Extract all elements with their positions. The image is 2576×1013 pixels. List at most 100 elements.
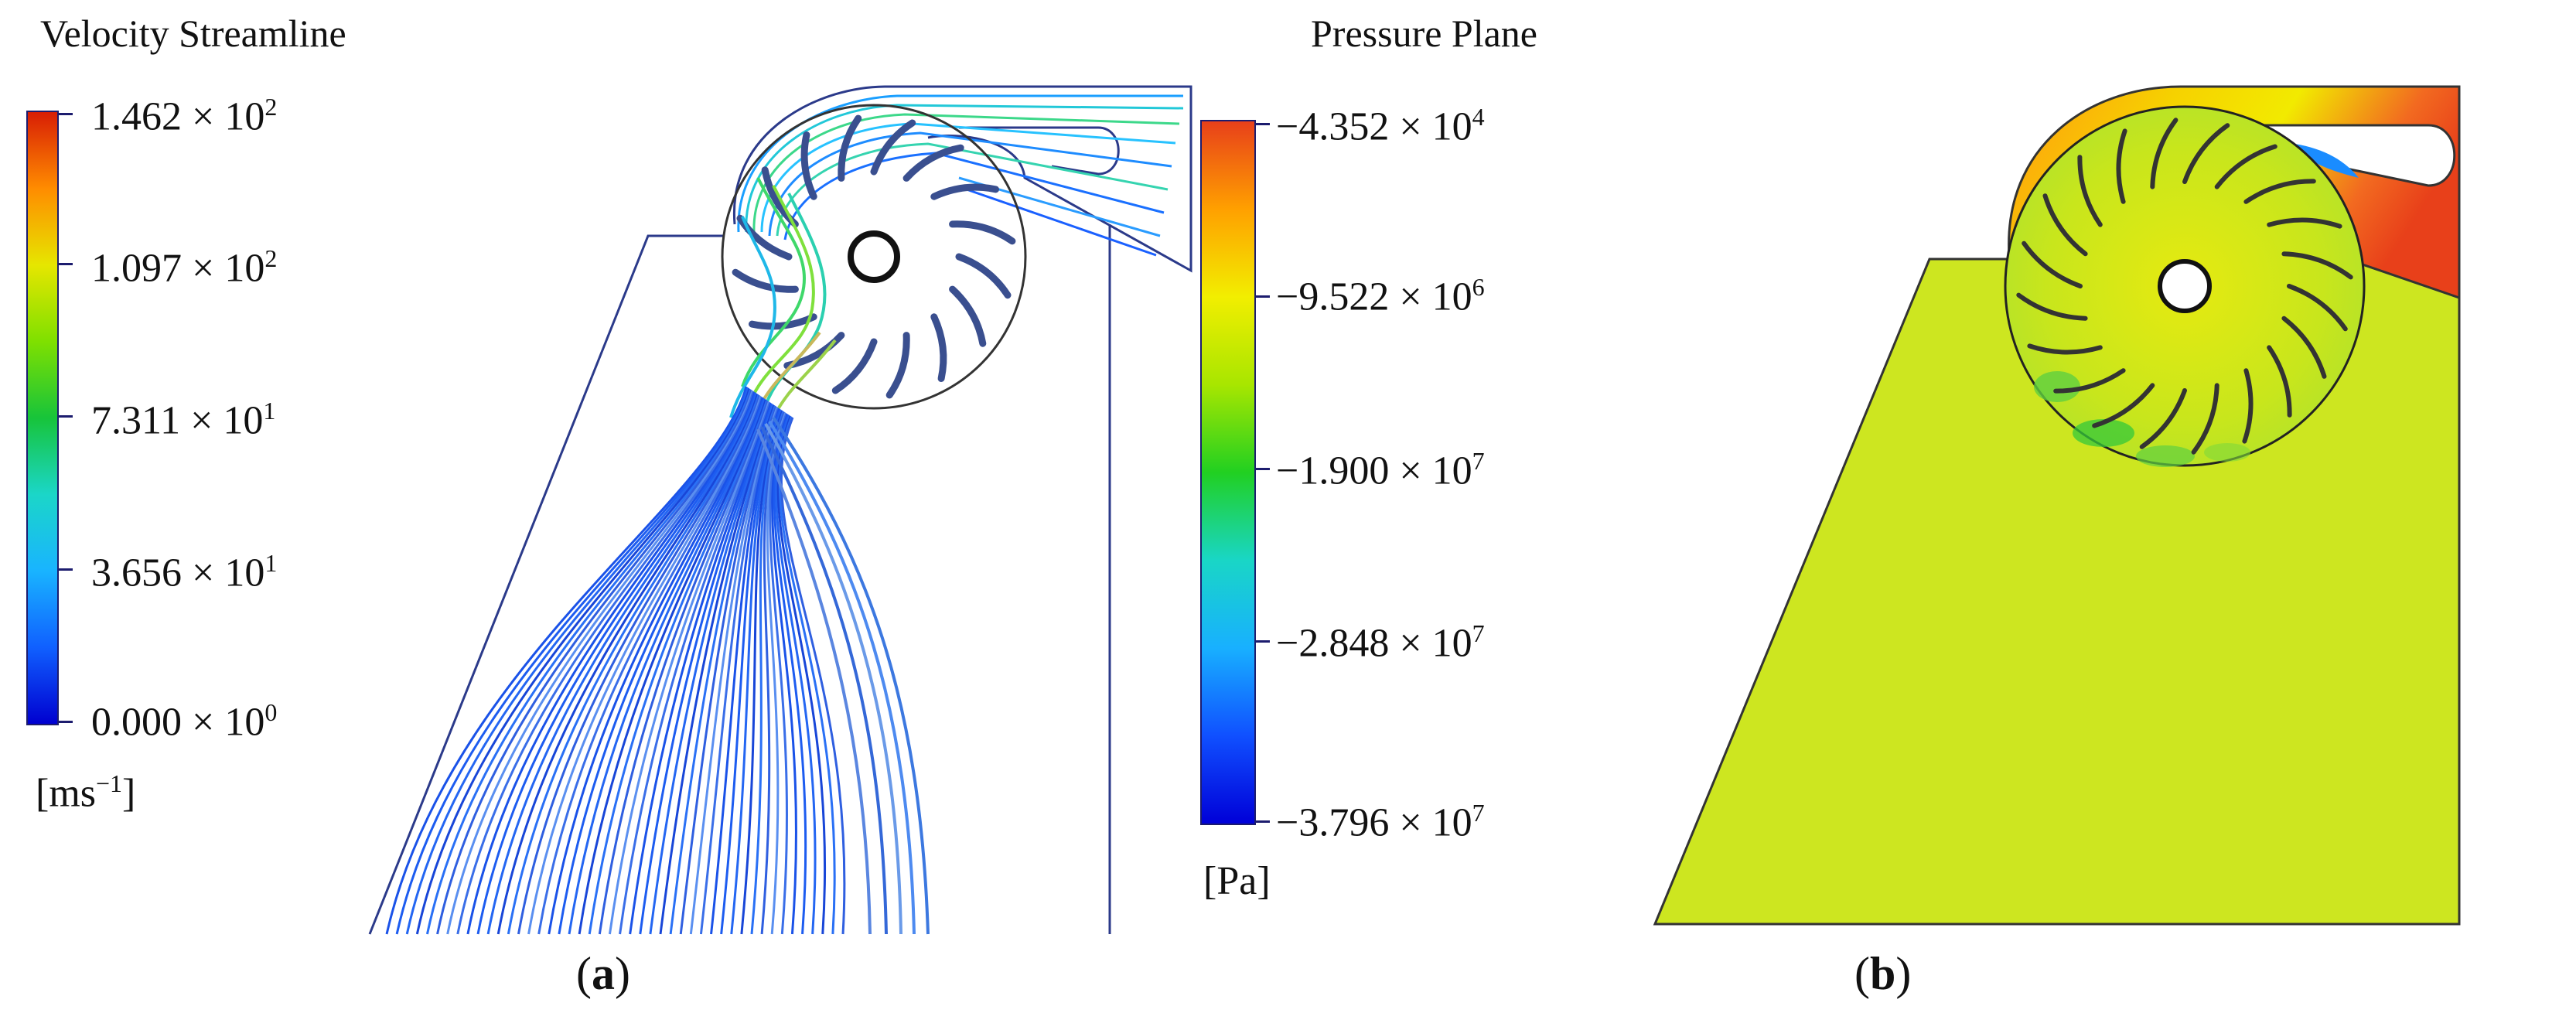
pressure-unit-label: [Pa]: [1203, 859, 1271, 903]
inlet-streamline: [476, 392, 757, 935]
outer-streamlines: [756, 416, 930, 935]
pressure-colorbar: [1200, 120, 1256, 825]
impeller-blade: [870, 119, 916, 176]
impeller-blade: [2267, 345, 2292, 418]
inlet-streamline: [496, 394, 759, 935]
pressure-tick-label: −4.352 × 104: [1276, 103, 1485, 149]
impeller-blade: [2042, 193, 2088, 257]
inlet-streamline: [689, 407, 779, 935]
velocity-colorbar: [26, 111, 59, 725]
velocity-streamline-view: [368, 85, 1192, 935]
pressure-tick-label: −9.522 × 106: [1276, 273, 1485, 319]
velocity-tick-label: 7.311 × 101: [91, 397, 276, 443]
pressure-impeller-blades: [2016, 118, 2353, 455]
velocity-tick-mark: [59, 415, 73, 418]
inlet-streamline: [385, 386, 748, 935]
inlet-streamline: [425, 389, 752, 935]
impeller-blade: [2150, 118, 2179, 189]
impeller-blade: [2116, 128, 2127, 204]
inlet-streamline: [649, 404, 775, 935]
inlet-streamline: [446, 390, 754, 935]
impeller-blade: [800, 131, 817, 200]
pressure-impeller-hub: [2158, 259, 2212, 313]
velocity-tick-mark: [59, 113, 73, 115]
impeller-blade: [2053, 368, 2126, 394]
volute-casing: [732, 85, 1192, 273]
pressure-low-zones: [2034, 371, 2250, 467]
inlet-streamline: [619, 401, 772, 935]
impeller-blade: [732, 268, 799, 293]
inlet-streamline: [548, 397, 764, 935]
inlet-streamline: [527, 396, 763, 935]
inlet-streamline: [775, 414, 817, 935]
pressure-tick-label: −2.848 × 107: [1276, 619, 1485, 666]
impeller-blade: [2281, 315, 2327, 379]
pressure-contour-view: [1653, 85, 2461, 926]
inlet-streamlines: [385, 386, 846, 935]
inlet-streamline: [466, 391, 756, 935]
impeller-blade: [2242, 368, 2254, 444]
impeller-blade: [736, 214, 793, 261]
inlet-streamline: [659, 404, 776, 935]
inlet-streamline: [456, 391, 755, 935]
velocity-tick-label: 1.097 × 102: [91, 244, 278, 291]
inlet-streamline: [710, 408, 781, 935]
panel-b-caption: (b): [1854, 948, 1912, 999]
impeller-blade: [949, 220, 1016, 245]
velocity-tick-label: 1.462 × 102: [91, 93, 278, 139]
inlet-streamline: [405, 387, 750, 935]
impeller-blade: [2016, 292, 2088, 321]
inlet-streamline: [750, 411, 785, 935]
inlet-streamline: [568, 398, 766, 935]
impeller-blade: [2027, 343, 2103, 355]
velocity-tick-label: 0.000 × 100: [91, 698, 278, 745]
inlet-streamline: [669, 405, 776, 935]
inlet-streamline: [776, 415, 827, 935]
inlet-streamline: [720, 408, 782, 935]
inlet-streamline: [771, 414, 797, 935]
velocity-tick-label: 3.656 × 101: [91, 549, 278, 595]
inlet-streamline: [629, 402, 773, 935]
pressure-tick-mark: [1256, 295, 1270, 298]
impeller-blade: [2077, 155, 2103, 227]
inlet-streamline: [517, 395, 761, 935]
inlet-streamline: [537, 396, 763, 935]
impeller-blade: [2092, 383, 2155, 428]
pressure-tick-label: −3.796 × 107: [1276, 799, 1485, 845]
pressure-tick-label: −1.900 × 107: [1276, 447, 1485, 493]
impeller-blade: [838, 114, 862, 182]
impeller-blade: [2191, 383, 2219, 455]
chamber-outline: [368, 234, 723, 935]
inlet-streamline: [608, 401, 770, 935]
inlet-streamline: [578, 399, 767, 935]
impeller-blade: [2139, 388, 2187, 449]
pressure-legend-title: Pressure Plane: [1311, 12, 1537, 55]
velocity-tick-mark: [59, 568, 73, 571]
impeller-blade: [2182, 123, 2230, 184]
pressure-tick-mark: [1256, 640, 1270, 643]
impeller-blade: [930, 183, 999, 200]
impeller-blade: [2267, 217, 2342, 229]
inlet-streamline: [639, 403, 773, 935]
impeller-blade: [955, 253, 1012, 299]
impeller-blade: [2214, 144, 2277, 189]
inlet-streamline: [395, 387, 749, 935]
velocity-tick-mark: [59, 721, 73, 723]
impeller-blade: [2281, 251, 2353, 280]
inlet-streamline: [415, 388, 751, 935]
impeller-blade: [2022, 240, 2083, 288]
impeller-blade: [930, 313, 947, 382]
inlet-streamline: [598, 401, 769, 935]
impeller-blade: [831, 338, 878, 394]
inlet-streamline: [558, 397, 766, 935]
inlet-streamline: [699, 408, 780, 935]
inlet-streamline: [773, 414, 807, 935]
velocity-tick-mark: [59, 263, 73, 265]
impeller-blade: [749, 313, 817, 330]
inlet-streamline: [436, 390, 753, 935]
impeller-hub: [848, 230, 900, 283]
impeller-blade: [902, 144, 964, 182]
inlet-streamline: [679, 406, 778, 935]
impeller-blade: [2243, 179, 2316, 204]
pressure-low-spot: [2289, 143, 2359, 178]
